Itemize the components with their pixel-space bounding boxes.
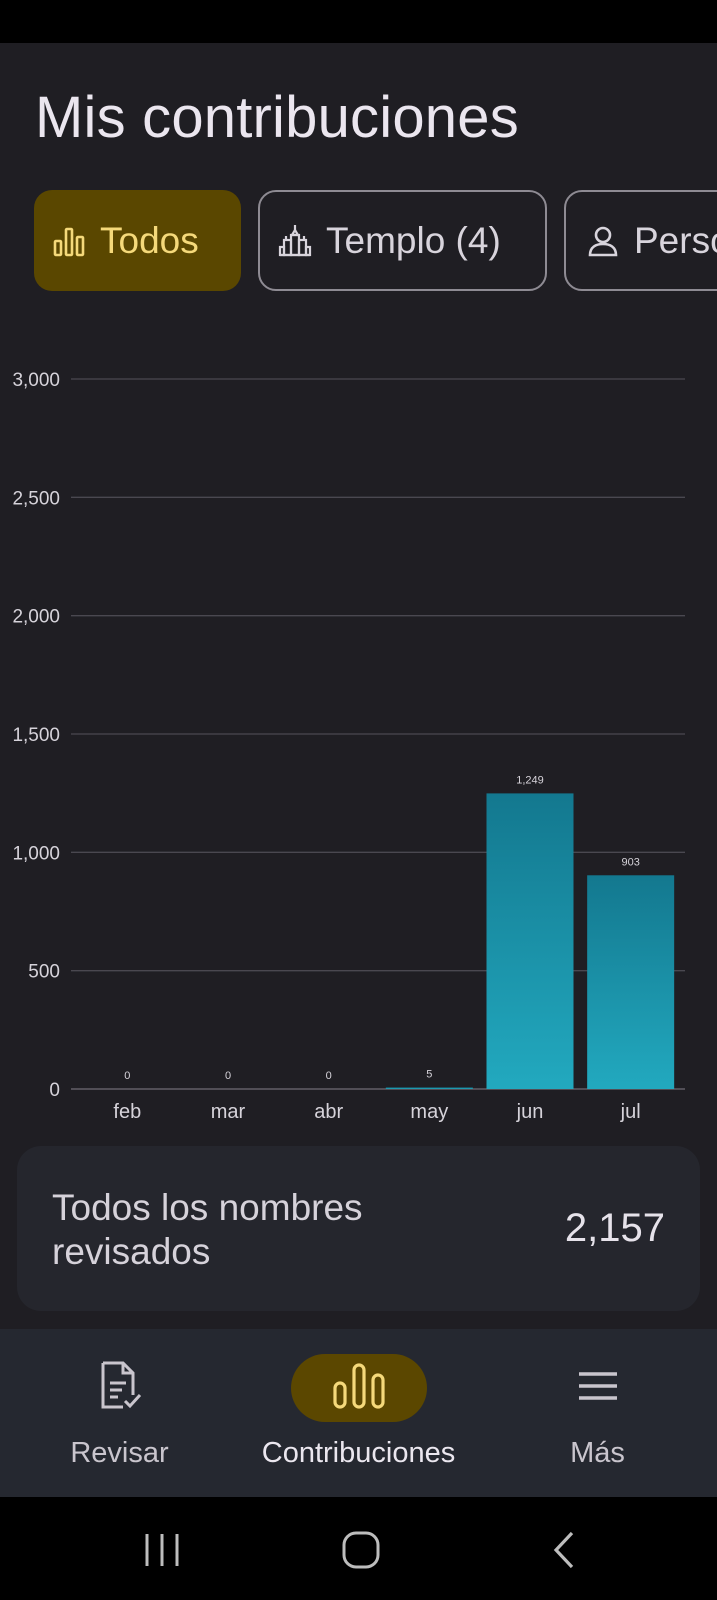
nav-item-contribuciones[interactable]: Contribuciones	[239, 1329, 478, 1497]
x-tick-label: abr	[314, 1101, 343, 1123]
nav-pill	[52, 1354, 188, 1422]
bar-jun	[486, 793, 574, 1089]
x-tick-label: may	[410, 1101, 448, 1123]
page-title: Mis contribuciones	[35, 85, 519, 150]
x-tick-label: mar	[211, 1101, 246, 1123]
nav-label: Más	[570, 1437, 625, 1469]
bar-value-label: 1,249	[516, 774, 544, 786]
summary-label: Todos los nombres revisados	[52, 1187, 363, 1272]
bar-value-label: 0	[326, 1070, 332, 1082]
nav-item-revisar[interactable]: Revisar	[0, 1329, 239, 1497]
menu-icon	[576, 1369, 620, 1408]
y-tick-label: 2,500	[12, 488, 60, 509]
status-bar	[0, 0, 717, 43]
y-tick-label: 3,000	[12, 370, 60, 391]
contributions-bar-chart: 0 500 1,000 1,500 2,000 2,500 3,000 0 feb 0 mar 0 ab…	[12, 370, 685, 1123]
y-tick-label: 0	[49, 1080, 60, 1101]
nav-label: Contribuciones	[261, 1437, 456, 1469]
home-button[interactable]	[336, 1527, 386, 1573]
nav-item-mas[interactable]: Más	[478, 1329, 717, 1497]
x-tick-label: jun	[516, 1101, 544, 1123]
y-tick-label: 2,000	[12, 607, 60, 628]
document-check-icon	[93, 1359, 147, 1418]
temple-icon	[278, 224, 312, 258]
back-button[interactable]	[540, 1527, 590, 1573]
y-tick-label: 1,500	[12, 725, 60, 746]
filter-chip-label: Todos	[100, 219, 199, 261]
filter-chip-label: Perso	[634, 219, 717, 261]
nav-label: Revisar	[70, 1437, 169, 1469]
summary-card: Todos los nombres revisados 2,157	[17, 1146, 700, 1311]
filter-chip-label: Templo (4)	[326, 219, 501, 261]
bar-chart-icon	[331, 1362, 387, 1414]
bar-value-label: 903	[621, 856, 639, 868]
recent-apps-button[interactable]	[137, 1527, 187, 1573]
bar-value-label: 0	[124, 1070, 130, 1082]
filter-chip-templo[interactable]: Templo (4)	[258, 190, 547, 291]
nav-pill	[290, 1354, 427, 1422]
filter-chip-todos[interactable]: Todos	[34, 190, 241, 291]
bottom-navigation: Revisar Contribuciones Más	[0, 1329, 717, 1497]
filter-chip-row: Todos Templo (4) Perso	[0, 190, 717, 292]
x-tick-label: feb	[113, 1101, 141, 1123]
system-navigation-bar	[0, 1497, 717, 1600]
y-tick-label: 500	[28, 962, 60, 983]
person-icon	[586, 224, 620, 258]
bar-jul	[587, 875, 675, 1089]
filter-chip-personal[interactable]: Perso	[564, 190, 717, 291]
y-tick-label: 1,000	[12, 843, 60, 864]
x-tick-label: jul	[620, 1101, 641, 1123]
bar-value-label: 0	[225, 1070, 231, 1082]
bar-chart-icon	[52, 224, 86, 258]
summary-value: 2,157	[564, 1206, 665, 1250]
nav-pill	[530, 1354, 666, 1422]
bar-may	[385, 1087, 473, 1089]
bar-value-label: 5	[426, 1069, 432, 1081]
